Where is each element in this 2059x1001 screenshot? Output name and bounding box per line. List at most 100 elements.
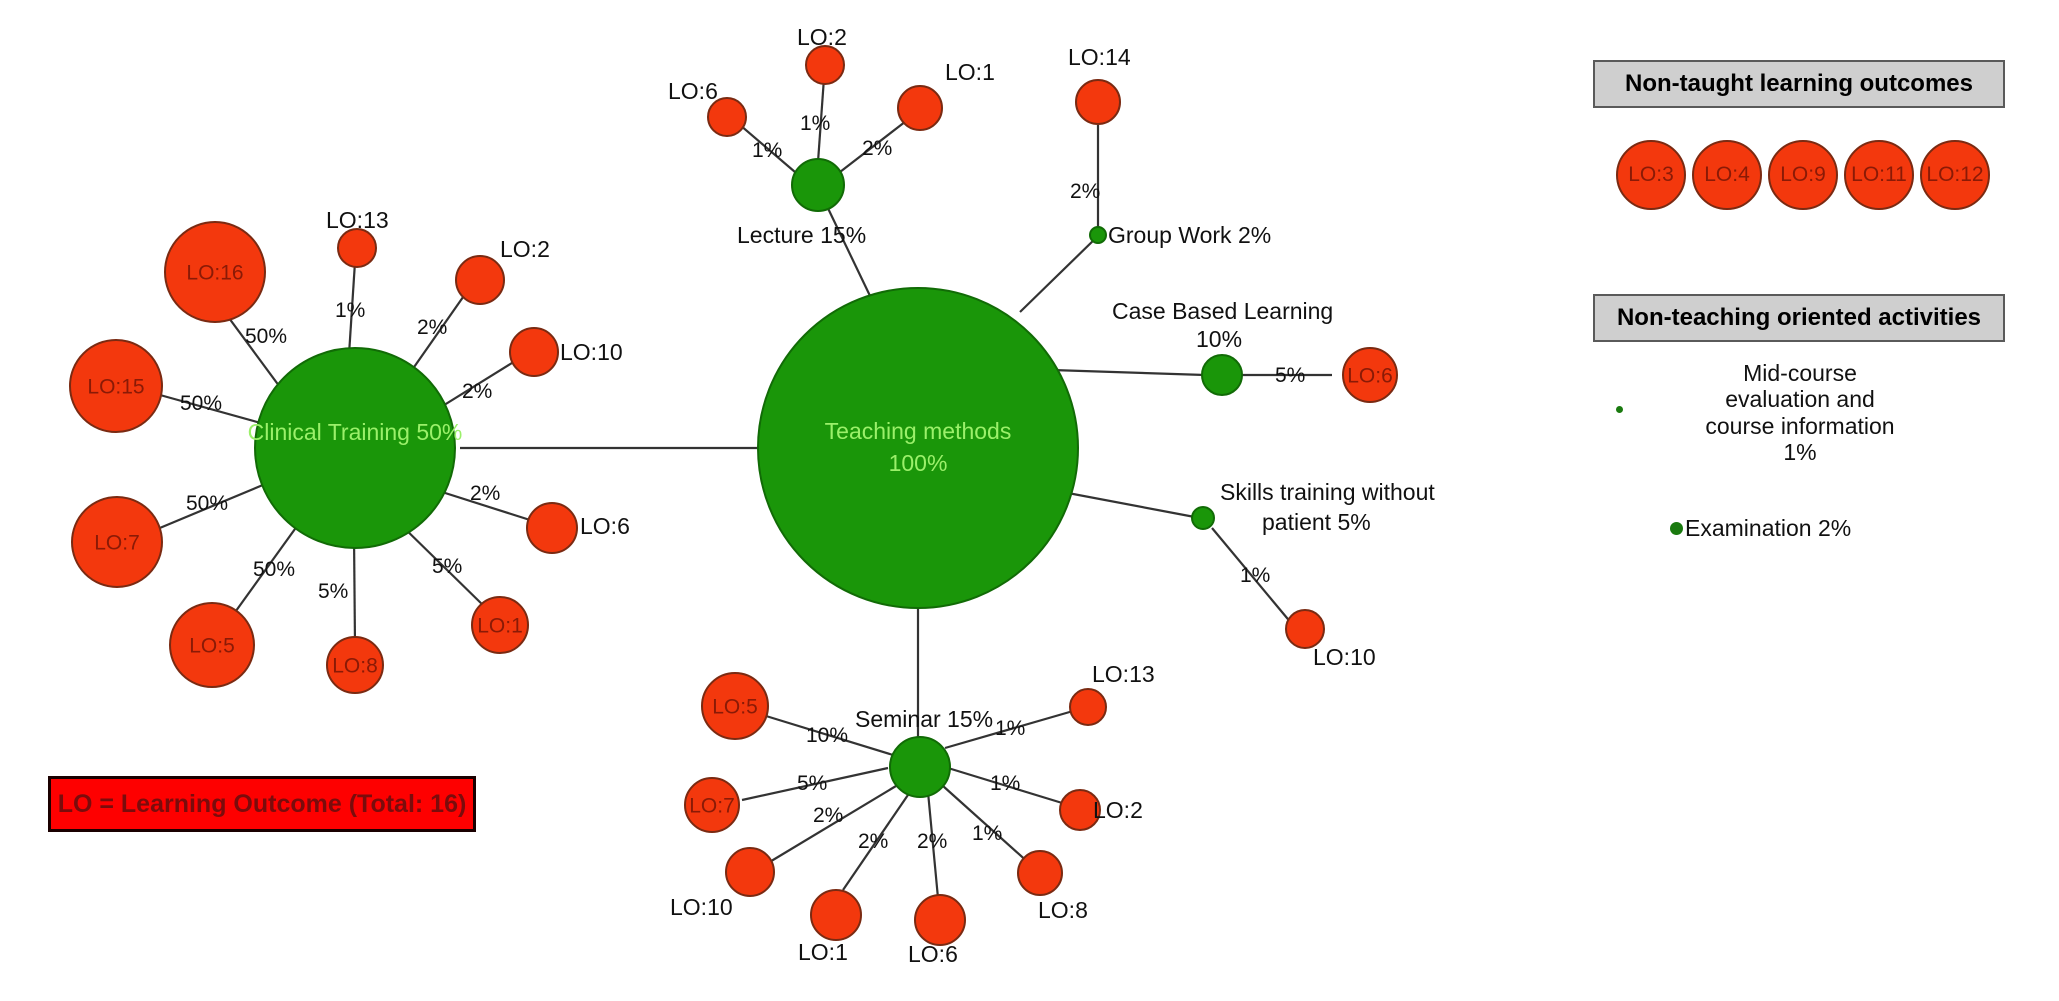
edge-seminar-lo5 bbox=[765, 714, 894, 757]
cluster-group-work: Group Work 2% LO:14 2% bbox=[1068, 44, 1271, 248]
edge-clinical-lo15 bbox=[159, 393, 269, 427]
node-seminar-lo2[interactable] bbox=[1059, 789, 1101, 831]
node-teaching-methods[interactable] bbox=[757, 287, 1079, 609]
pct-clinical-lo8: 5% bbox=[318, 580, 348, 603]
node-clinical-lo7[interactable] bbox=[71, 496, 163, 588]
node-seminar[interactable] bbox=[889, 736, 951, 798]
node-cbl-value: 10% bbox=[1196, 326, 1242, 352]
node-clinical-lo13[interactable] bbox=[337, 228, 377, 268]
legend-chip-lo3[interactable]: LO:3 bbox=[1616, 140, 1686, 210]
edge-seminar-lo2 bbox=[947, 766, 1073, 808]
legend-chip-lo9[interactable]: LO:9 bbox=[1768, 140, 1838, 210]
node-seminar-lo10[interactable] bbox=[725, 847, 775, 897]
edge-root-cbl bbox=[1051, 368, 1206, 377]
node-lecture-lo6[interactable] bbox=[707, 97, 747, 137]
node-seminar-lo8[interactable] bbox=[1017, 850, 1063, 896]
legend-non-teaching-header: Non-teaching oriented activities bbox=[1593, 294, 2005, 342]
node-clinical-training[interactable] bbox=[254, 347, 456, 549]
legend-chip-lo11[interactable]: LO:11 bbox=[1844, 140, 1914, 210]
node-clinical-lo16-label: LO:16 bbox=[186, 262, 243, 285]
edge-clinical-lo5 bbox=[227, 521, 301, 623]
activity-mid-line3: course information bbox=[1705, 412, 1895, 439]
legend-chip-lo4[interactable]: LO:4 bbox=[1692, 140, 1762, 210]
node-lecture-label: Lecture 15% bbox=[737, 222, 866, 248]
node-clinical-lo10[interactable] bbox=[509, 327, 559, 377]
node-clinical-lo5-label: LO:5 bbox=[189, 635, 235, 658]
edge-seminar-lo7 bbox=[741, 766, 889, 802]
legend-chip-lo12[interactable]: LO:12 bbox=[1920, 140, 1990, 210]
learning-outcome-key: LO = Learning Outcome (Total: 16) bbox=[48, 776, 476, 832]
pct-lecture-lo6: 1% bbox=[752, 139, 782, 162]
activity-mid-line4: 1% bbox=[1783, 439, 1817, 466]
label-clinical-lo2: LO:2 bbox=[500, 236, 550, 262]
node-group-work-label: Group Work 2% bbox=[1108, 222, 1271, 248]
node-skills-lo10[interactable] bbox=[1285, 609, 1325, 649]
node-seminar-lo5[interactable] bbox=[701, 672, 769, 740]
node-lecture[interactable] bbox=[791, 158, 845, 212]
label-lecture-lo2: LO:2 bbox=[797, 24, 847, 50]
node-cbl-lo6-label: LO:6 bbox=[1347, 365, 1393, 388]
activity-mid-line1: Mid-course bbox=[1743, 360, 1857, 386]
node-clinical-lo5[interactable] bbox=[169, 602, 255, 688]
edge-seminar-lo1 bbox=[842, 791, 911, 891]
cluster-case-based-learning: Case Based Learning 10% LO:6 5% bbox=[1112, 298, 1398, 403]
node-seminar-lo13[interactable] bbox=[1069, 688, 1107, 726]
node-case-based-learning[interactable] bbox=[1201, 354, 1243, 396]
pct-clinical-lo13: 1% bbox=[335, 299, 365, 322]
node-seminar-lo7-label: LO:7 bbox=[689, 795, 735, 818]
label-seminar-lo8: LO:8 bbox=[1038, 897, 1088, 923]
edge-root-lecture bbox=[823, 199, 873, 301]
node-lecture-lo2[interactable] bbox=[805, 45, 845, 85]
node-seminar-lo7[interactable] bbox=[684, 777, 740, 833]
pct-clinical-lo5: 50% bbox=[253, 558, 295, 581]
node-clinical-lo2[interactable] bbox=[455, 255, 505, 305]
cluster-lecture: Lecture 15% LO:6 1% LO:2 1% LO:1 2% bbox=[668, 24, 995, 248]
node-lecture-lo1[interactable] bbox=[897, 85, 943, 131]
label-lecture-lo1: LO:1 bbox=[945, 59, 995, 85]
node-teaching-methods-line1: Teaching methods bbox=[825, 418, 1012, 444]
pct-skills-lo10: 1% bbox=[1240, 564, 1270, 587]
edge-skills-lo10 bbox=[1211, 527, 1298, 631]
activity-examination: Examination 2% bbox=[1670, 515, 1851, 542]
label-clinical-lo13: LO:13 bbox=[326, 207, 389, 233]
pct-clinical-lo15: 50% bbox=[180, 392, 222, 415]
pct-lecture-lo1: 2% bbox=[862, 137, 892, 160]
activity-mid-line2: evaluation and bbox=[1725, 386, 1875, 413]
label-groupwork-lo14: LO:14 bbox=[1068, 44, 1131, 70]
node-seminar-lo1[interactable] bbox=[810, 889, 862, 941]
node-cbl-title: Case Based Learning bbox=[1112, 298, 1333, 324]
node-seminar-lo5-label: LO:5 bbox=[712, 696, 758, 719]
label-lecture-lo6: LO:6 bbox=[668, 78, 718, 104]
node-clinical-lo16[interactable] bbox=[164, 221, 266, 323]
node-clinical-lo15[interactable] bbox=[69, 339, 163, 433]
node-groupwork-lo14[interactable] bbox=[1075, 79, 1121, 125]
node-clinical-lo1-label: LO:1 bbox=[477, 615, 523, 638]
label-clinical-lo10: LO:10 bbox=[560, 339, 623, 365]
node-cbl-lo6[interactable] bbox=[1342, 347, 1398, 403]
cluster-skills-training: Skills training without patient 5% LO:10… bbox=[1191, 479, 1435, 670]
edge-lecture-lo6 bbox=[739, 124, 796, 173]
pct-seminar-lo1: 2% bbox=[858, 830, 888, 853]
edge-root-skills bbox=[1051, 488, 1201, 520]
node-teaching-methods-line2: 100% bbox=[889, 450, 948, 476]
root-edges bbox=[460, 199, 1206, 740]
activity-mid-course-evaluation: Mid-course evaluation and course informa… bbox=[1616, 360, 1960, 466]
node-clinical-lo1[interactable] bbox=[471, 596, 529, 654]
cluster-clinical-training: Clinical Training 50% LO:16 50% LO:13 1%… bbox=[69, 207, 630, 694]
node-clinical-lo8[interactable] bbox=[326, 636, 384, 694]
label-skills-lo10: LO:10 bbox=[1313, 644, 1376, 670]
node-group-work[interactable] bbox=[1089, 226, 1107, 244]
cluster-seminar: Seminar 15% LO:5 10% LO:7 5% LO:10 2% LO… bbox=[670, 661, 1155, 967]
label-seminar-lo13: LO:13 bbox=[1092, 661, 1155, 687]
pct-seminar-lo6: 2% bbox=[917, 830, 947, 853]
node-clinical-lo6[interactable] bbox=[526, 502, 578, 554]
node-skills-training[interactable] bbox=[1191, 506, 1215, 530]
pct-seminar-lo13: 1% bbox=[995, 717, 1025, 740]
node-seminar-lo6[interactable] bbox=[914, 894, 966, 946]
pct-clinical-lo10: 2% bbox=[462, 380, 492, 403]
node-seminar-label: Seminar 15% bbox=[855, 706, 993, 732]
pct-seminar-lo7: 5% bbox=[797, 772, 827, 795]
node-skills-title-line2: patient 5% bbox=[1262, 509, 1371, 535]
